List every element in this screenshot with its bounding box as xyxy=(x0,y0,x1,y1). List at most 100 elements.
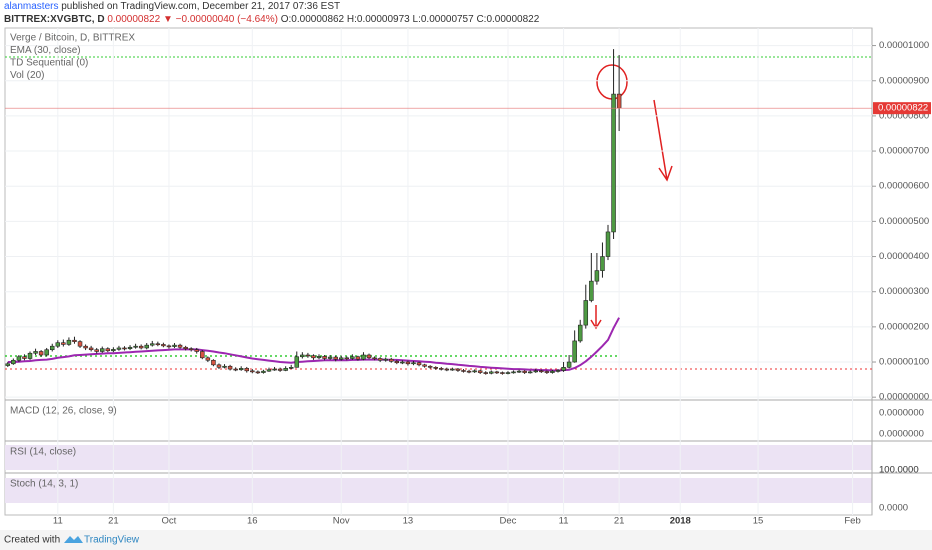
candle-body xyxy=(16,356,22,361)
candle-body xyxy=(511,371,516,374)
candle-body xyxy=(366,354,372,359)
candle-body xyxy=(144,344,149,349)
candle-body xyxy=(450,368,455,371)
panel-label: Stoch (14, 3, 1) xyxy=(10,479,78,490)
x-tick-label: 16 xyxy=(247,516,258,527)
candle-body xyxy=(38,351,44,356)
candle-body xyxy=(566,361,572,368)
candle-body xyxy=(83,345,88,349)
candle-body xyxy=(355,356,361,360)
panel-tick-label: 0.0000000 xyxy=(879,429,924,440)
candle-body xyxy=(155,343,161,346)
candle-body xyxy=(527,371,533,374)
candle-body xyxy=(283,368,288,371)
candle-body xyxy=(44,349,49,356)
x-tick-label: Feb xyxy=(844,516,860,527)
logo xyxy=(64,536,83,543)
candle-body xyxy=(161,344,166,347)
last-price: 0.00000822 xyxy=(107,14,161,25)
candle-body xyxy=(600,256,605,271)
candle-body xyxy=(405,361,411,365)
candle-body xyxy=(483,372,488,374)
y-tick-label: 0.00000900 xyxy=(879,75,929,86)
candle-body xyxy=(222,365,227,368)
candle-body xyxy=(389,358,394,362)
footer-bar xyxy=(0,530,932,550)
candle-body xyxy=(277,368,283,371)
candle-body xyxy=(616,93,622,109)
candle-body xyxy=(572,340,577,363)
candle-body xyxy=(444,368,450,371)
candle-body xyxy=(455,368,461,371)
candle-body xyxy=(205,357,211,361)
panel-tick-label: 100.0000 xyxy=(879,465,919,476)
y-tick-label: 0.00000800 xyxy=(879,110,929,121)
candle-body xyxy=(533,370,539,373)
candle-body xyxy=(589,280,594,301)
candle-body xyxy=(577,324,583,342)
candle-body xyxy=(100,348,105,352)
y-tick-label: 0.00000000 xyxy=(879,392,929,403)
candle-body xyxy=(288,367,294,369)
y-tick-label: 0.00000400 xyxy=(879,251,929,262)
candle-body xyxy=(539,370,544,373)
change: ▼ −0.00000040 (−4.64%) xyxy=(162,14,278,25)
y-tick-label: 0.00001000 xyxy=(879,40,929,51)
candle-body xyxy=(11,359,16,365)
published: published on TradingView.com, December 2… xyxy=(61,1,341,12)
candle-body xyxy=(477,370,483,373)
candle-body xyxy=(127,346,133,349)
candle-body xyxy=(372,357,377,360)
footer-brand[interactable]: TradingView xyxy=(84,535,140,546)
candle-body xyxy=(422,364,427,367)
candle-body xyxy=(294,356,300,368)
candle-body xyxy=(183,346,188,349)
x-tick-label: 2018 xyxy=(670,516,691,527)
panel-tick-label: 0.0000000 xyxy=(879,408,924,419)
candle-body xyxy=(22,356,27,359)
legend-entry: TD Sequential (0) xyxy=(10,58,88,69)
symbol-line: BITTREX:XVGBTC, D 0.00000822 ▼ −0.000000… xyxy=(4,14,539,25)
candle-body xyxy=(383,358,388,361)
candle-body xyxy=(172,344,177,347)
candle-body xyxy=(394,361,400,364)
candle-body xyxy=(49,345,55,351)
candle-body xyxy=(188,348,194,351)
y-tick-label: 0.00000500 xyxy=(879,216,929,227)
candle-body xyxy=(216,364,222,368)
candle-body xyxy=(122,347,127,350)
candle-body xyxy=(472,370,477,373)
footer-created: Created with xyxy=(4,535,60,546)
candle-body xyxy=(561,367,566,371)
candle-body xyxy=(233,368,238,371)
candle-body xyxy=(194,349,199,352)
candle-body xyxy=(505,372,511,374)
candle-body xyxy=(605,231,611,257)
author[interactable]: alanmasters xyxy=(4,1,59,12)
candle-body xyxy=(238,368,244,371)
y-tick-label: 0.00000100 xyxy=(879,357,929,368)
candle-body xyxy=(555,370,561,372)
candle-body xyxy=(166,345,172,348)
candle-body xyxy=(427,365,433,368)
x-tick-label: 15 xyxy=(753,516,764,527)
panel-tick-label: 0.0000 xyxy=(879,503,908,514)
candle-body xyxy=(433,367,438,369)
candle-body xyxy=(138,345,144,349)
candle-body xyxy=(594,270,600,282)
candle-body xyxy=(266,369,272,372)
candle-body xyxy=(550,370,555,373)
candle-body xyxy=(466,370,472,373)
candle-body xyxy=(33,351,38,354)
candle-body xyxy=(544,371,550,373)
x-tick-label: 13 xyxy=(403,516,414,527)
candle-body xyxy=(227,365,233,370)
symbol: BITTREX:XVGBTC, D xyxy=(4,14,105,25)
candle-body xyxy=(361,354,366,360)
y-tick-label: 0.00000700 xyxy=(879,146,929,157)
candle-body xyxy=(611,93,616,233)
candle-body xyxy=(461,370,466,372)
candle-body xyxy=(322,356,327,359)
